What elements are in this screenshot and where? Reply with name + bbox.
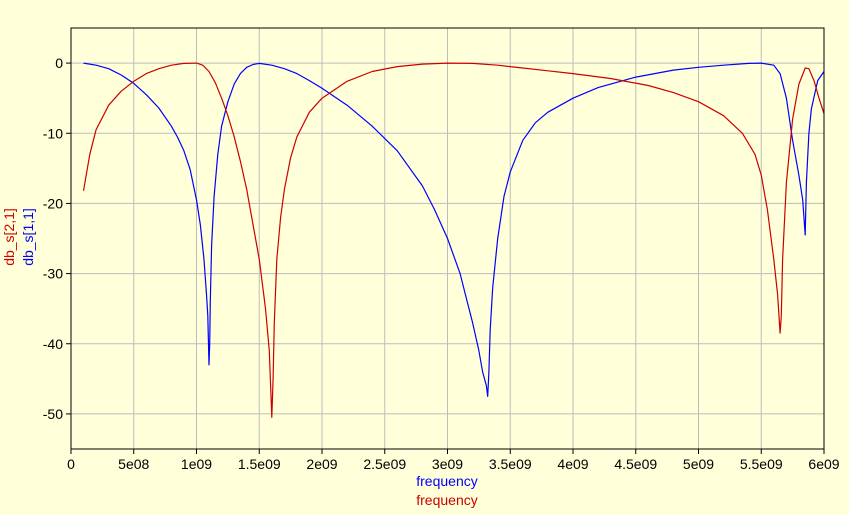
x-tick-label: 3e09 (432, 456, 463, 472)
y-tick-label: 0 (55, 55, 63, 71)
x-axis-label-red: frequency (416, 492, 477, 508)
x-tick-label: 2.5e09 (363, 456, 406, 472)
y-axis-label-blue: db_s[1,1] (20, 208, 36, 266)
y-tick-labels: 0 -10 -20 -30 -40 -50 (43, 55, 63, 422)
x-tick-labels: 0 5e08 1e09 1.5e09 2e09 2.5e09 3e09 3.5e09 4e09 4… (67, 456, 840, 472)
x-tick-label: 1.5e09 (238, 456, 281, 472)
x-tick-label: 4e09 (557, 456, 588, 472)
x-tick-label: 3.5e09 (489, 456, 532, 472)
y-tick-label: -20 (43, 195, 63, 211)
x-tick-label: 5e08 (118, 456, 149, 472)
x-tick-label: 0 (67, 456, 75, 472)
series-lines (82, 62, 825, 418)
x-tick-label: 5e09 (683, 456, 714, 472)
y-tick-label: -50 (43, 406, 63, 422)
y-tick-label: -40 (43, 336, 63, 352)
grid-lines (66, 28, 825, 454)
x-tick-label: 1e09 (181, 456, 212, 472)
x-axis-label-blue: frequency (416, 473, 477, 489)
x-tick-label: 5.5e09 (740, 456, 783, 472)
y-tick-label: -30 (43, 266, 63, 282)
x-tick-label: 2e09 (306, 456, 337, 472)
y-axis-label-red: db_s[2,1] (1, 208, 17, 266)
x-tick-label: 4.5e09 (614, 456, 657, 472)
plot-frame (70, 27, 825, 450)
series-line-s21 (82, 62, 825, 418)
series-line-s11 (83, 62, 825, 397)
x-tick-label: 6e09 (808, 456, 839, 472)
y-tick-label: -10 (43, 125, 63, 141)
